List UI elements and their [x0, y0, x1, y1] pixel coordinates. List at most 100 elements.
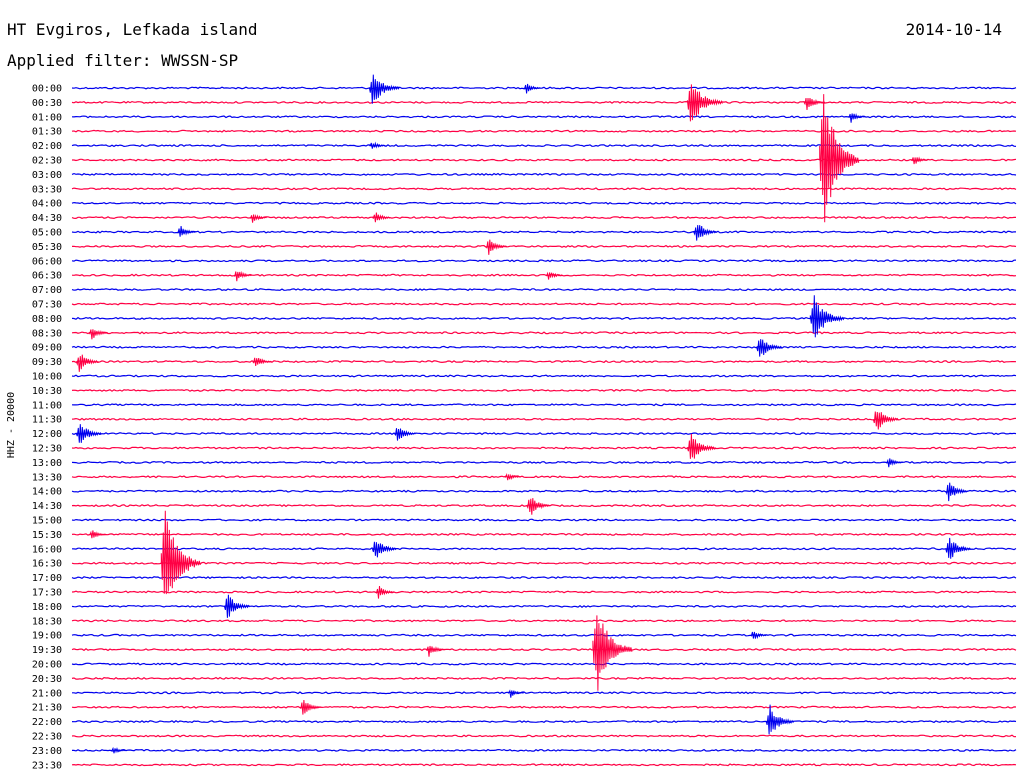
tick-label: 08:00: [32, 314, 62, 325]
tick-label: 02:00: [32, 141, 62, 152]
tick-label: 10:30: [32, 386, 62, 397]
tick-label: 14:00: [32, 487, 62, 498]
tick-label: 21:00: [32, 688, 62, 699]
trace-row: [71, 144, 1017, 148]
event-burst: [885, 458, 904, 468]
event-burst: [369, 141, 386, 149]
event-burst: [485, 239, 508, 255]
event-bursts: [75, 74, 972, 754]
event-burst: [75, 424, 102, 443]
tick-label: 12:00: [32, 429, 62, 440]
tick-label: 15:30: [32, 530, 62, 541]
event-burst: [910, 156, 929, 165]
tick-label: 04:30: [32, 213, 62, 224]
trace-row: [71, 115, 1017, 119]
trace-row: [71, 374, 1017, 378]
tick-label: 19:30: [32, 645, 62, 656]
tick-label: 01:30: [32, 127, 62, 138]
event-burst: [425, 645, 446, 657]
event-burst: [110, 746, 127, 754]
event-burst: [592, 615, 633, 691]
tick-label: 11:00: [32, 400, 62, 411]
event-burst: [523, 83, 541, 94]
trace-row: [71, 360, 1017, 364]
tick-label: 18:30: [32, 616, 62, 627]
event-burst: [368, 74, 400, 104]
trace-row: [71, 475, 1017, 479]
trace-row: [71, 345, 1017, 349]
event-burst: [803, 98, 826, 111]
trace-row: [71, 187, 1017, 191]
event-burst: [252, 357, 272, 366]
date-label: 2014-10-14: [905, 20, 1002, 39]
trace-row: [71, 302, 1017, 306]
event-burst: [299, 699, 322, 715]
event-burst: [249, 213, 267, 223]
tick-label: 23:00: [32, 746, 62, 757]
event-burst: [809, 295, 845, 338]
event-burst: [945, 537, 972, 559]
channel-label: HHZ - 20000: [6, 392, 17, 458]
tick-label: 11:30: [32, 415, 62, 426]
tick-label: 18:00: [32, 602, 62, 613]
trace-row: [71, 403, 1017, 407]
tick-label: 03:30: [32, 184, 62, 195]
trace-row: [71, 734, 1017, 738]
tick-label: 17:00: [32, 573, 62, 584]
trace-row: [71, 604, 1017, 608]
event-burst: [88, 530, 107, 539]
tick-label: 05:30: [32, 242, 62, 253]
event-burst: [394, 428, 416, 441]
trace-row: [71, 388, 1017, 392]
trace-row: [71, 244, 1017, 248]
tick-label: 10:00: [32, 372, 62, 383]
trace-row: [71, 532, 1017, 536]
trace-row: [71, 100, 1017, 104]
trace-row: [71, 763, 1017, 767]
trace-row: [71, 259, 1017, 263]
trace-row: [71, 460, 1017, 464]
trace-row: [71, 216, 1016, 220]
event-burst: [88, 329, 109, 340]
event-burst: [765, 704, 795, 735]
event-burst: [756, 339, 783, 357]
trace-row: [71, 288, 1017, 292]
trace-row: [71, 316, 1017, 320]
event-burst: [223, 594, 250, 618]
trace-row: [71, 662, 1017, 666]
trace-row: [71, 489, 1017, 493]
trace-row: [71, 273, 1017, 277]
trace-row: [72, 748, 1017, 752]
event-burst: [233, 270, 253, 282]
tick-label: 19:00: [32, 631, 62, 642]
trace-row: [71, 705, 1017, 709]
tick-label: 16:00: [32, 544, 62, 555]
event-burst: [375, 585, 395, 599]
event-burst: [75, 354, 99, 372]
tick-label: 20:00: [32, 660, 62, 671]
tick-label: 00:30: [32, 98, 62, 109]
trace-row: [71, 331, 1017, 335]
trace-row: [71, 230, 1017, 234]
tick-label: 14:30: [32, 501, 62, 512]
tick-label: 22:30: [32, 732, 62, 743]
trace-lines: [71, 86, 1017, 767]
trace-row: [71, 576, 1017, 580]
time-tick-labels: 00:00 00:30 01:00 01:30 02:00 02:30 03:00 03:30…: [32, 84, 62, 772]
trace-row: [71, 676, 1017, 680]
tick-label: 23:30: [32, 760, 62, 771]
tick-label: 08:30: [32, 328, 62, 339]
trace-row: [71, 590, 1017, 594]
trace-row: [71, 432, 1017, 436]
trace-row: [71, 561, 1017, 565]
tick-label: 07:30: [32, 300, 62, 311]
event-burst: [693, 225, 718, 241]
tick-label: 15:00: [32, 516, 62, 527]
trace-row: [71, 201, 1017, 205]
tick-label: 13:30: [32, 472, 62, 483]
tick-label: 07:00: [32, 285, 62, 296]
tick-label: 13:00: [32, 458, 62, 469]
event-burst: [526, 498, 551, 515]
tick-label: 06:00: [32, 256, 62, 267]
